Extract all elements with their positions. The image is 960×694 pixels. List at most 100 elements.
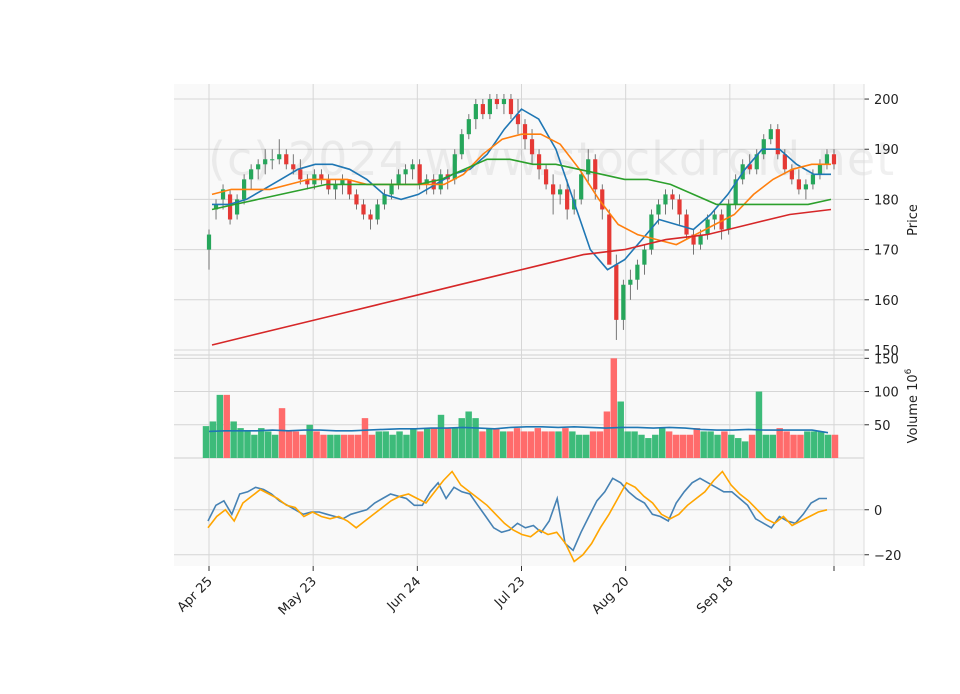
candle-body bbox=[775, 129, 780, 155]
volume-bar bbox=[251, 434, 258, 458]
candle-body bbox=[522, 124, 528, 140]
volume-bar bbox=[686, 434, 694, 458]
volume-bar bbox=[783, 431, 790, 458]
price-y-tick-label: 180 bbox=[874, 193, 899, 208]
candle-body bbox=[291, 164, 296, 170]
volume-bar bbox=[672, 434, 680, 458]
candle-body bbox=[705, 219, 710, 235]
moving-average-layer bbox=[211, 108, 832, 346]
volume-bar bbox=[831, 434, 839, 458]
volume-bar bbox=[389, 434, 396, 458]
volume-bar bbox=[603, 411, 611, 458]
volume-bar bbox=[486, 428, 493, 458]
volume-bar bbox=[403, 434, 410, 458]
candle-body bbox=[586, 159, 591, 175]
candle-body bbox=[206, 234, 212, 250]
candle-body bbox=[220, 189, 226, 200]
volume-bar bbox=[396, 431, 403, 458]
price-y-tick-label: 160 bbox=[874, 294, 899, 309]
candle-body bbox=[593, 159, 598, 190]
volume-bar bbox=[610, 358, 618, 458]
volume-bar bbox=[465, 411, 472, 458]
volume-bar bbox=[762, 434, 770, 458]
grid-layer bbox=[174, 84, 864, 566]
candle-body bbox=[628, 279, 633, 285]
volume-bar bbox=[721, 431, 728, 458]
volume-bar bbox=[804, 431, 811, 458]
volume-bar bbox=[327, 434, 334, 458]
price-y-tick-label: 170 bbox=[874, 244, 899, 259]
volume-bar bbox=[244, 431, 251, 458]
volume-bar bbox=[354, 434, 362, 458]
candle-body bbox=[803, 184, 809, 190]
volume-bar bbox=[569, 431, 576, 458]
candle-body bbox=[417, 164, 422, 185]
candle-body bbox=[635, 264, 640, 280]
volume-bar bbox=[693, 428, 700, 458]
candle-body bbox=[536, 154, 542, 170]
candle-body bbox=[768, 129, 773, 140]
candle-body bbox=[642, 249, 647, 265]
candles-layer bbox=[206, 94, 837, 340]
volume-bar bbox=[223, 394, 230, 458]
candle-body bbox=[410, 164, 415, 170]
volume-bar bbox=[520, 431, 528, 458]
volume-bar bbox=[264, 431, 272, 458]
volume-bar bbox=[341, 434, 348, 458]
candle-body bbox=[389, 184, 394, 195]
volume-bar bbox=[444, 428, 452, 458]
candle-body bbox=[213, 204, 219, 210]
oscillator-panel-background bbox=[174, 458, 864, 566]
candle-body bbox=[550, 184, 556, 195]
candle-body bbox=[487, 99, 493, 115]
volume-bar bbox=[534, 428, 542, 458]
volume-bar bbox=[313, 431, 320, 458]
volume-bar bbox=[382, 431, 389, 458]
candle-body bbox=[670, 194, 675, 200]
volume-bar bbox=[216, 394, 224, 458]
ma-short-line bbox=[212, 108, 831, 271]
ma-long-line bbox=[211, 158, 832, 211]
volume-bar bbox=[589, 431, 597, 458]
candle-body bbox=[831, 154, 837, 165]
volume-bar bbox=[410, 428, 417, 458]
candle-body bbox=[466, 119, 471, 135]
candle-body bbox=[333, 184, 338, 190]
candle-body bbox=[761, 139, 766, 155]
volume-bar bbox=[361, 418, 369, 458]
volume-bar bbox=[555, 431, 562, 458]
candle-body bbox=[607, 214, 612, 265]
volume-bar bbox=[582, 434, 590, 458]
volume-bar bbox=[824, 434, 832, 458]
candle-body bbox=[691, 234, 696, 245]
volume-bar bbox=[562, 428, 569, 458]
volume-bar bbox=[665, 431, 673, 458]
volume-bar bbox=[790, 434, 797, 458]
volume-bar bbox=[769, 434, 777, 458]
volume-bar bbox=[417, 431, 424, 458]
volume-y-tick-label: 50 bbox=[874, 419, 891, 434]
volume-axis-label-exponent: 6 bbox=[904, 368, 914, 374]
candle-body bbox=[298, 169, 303, 180]
volume-bar bbox=[347, 434, 355, 458]
candle-body bbox=[270, 159, 275, 161]
candle-body bbox=[305, 179, 310, 185]
volume-layer bbox=[202, 358, 839, 458]
candle-body bbox=[347, 179, 352, 195]
candle-body bbox=[256, 164, 261, 170]
volume-bar bbox=[638, 434, 645, 458]
x-tick-label: Apr 25 bbox=[175, 574, 216, 615]
candle-body bbox=[677, 199, 682, 215]
candle-body bbox=[529, 139, 535, 155]
volume-bar bbox=[306, 424, 313, 458]
volume-bar bbox=[493, 428, 500, 458]
volume-bar bbox=[748, 434, 756, 458]
volume-bar bbox=[292, 431, 300, 458]
x-tick-label: May 23 bbox=[276, 574, 320, 618]
candle-body bbox=[754, 154, 759, 170]
volume-bar bbox=[735, 438, 742, 458]
candle-body bbox=[480, 104, 485, 115]
volume-bar bbox=[755, 391, 763, 458]
